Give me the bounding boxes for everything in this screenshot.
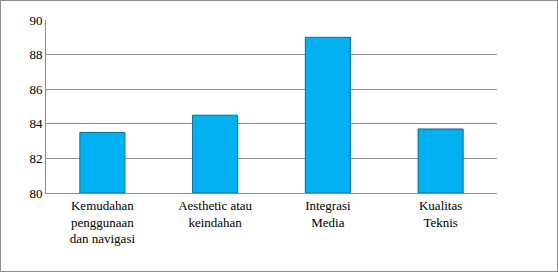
- svg-text:KualitasTeknis: KualitasTeknis: [419, 198, 462, 230]
- svg-text:84: 84: [29, 116, 43, 131]
- svg-text:Aesthetic ataukeindahan: Aesthetic ataukeindahan: [178, 198, 252, 230]
- svg-text:90: 90: [29, 13, 42, 28]
- svg-text:86: 86: [29, 82, 43, 97]
- svg-text:80: 80: [29, 186, 42, 201]
- svg-text:88: 88: [29, 47, 42, 62]
- svg-text:82: 82: [29, 151, 42, 166]
- svg-text:Kemudahanpenggunaandan navigas: Kemudahanpenggunaandan navigasi: [70, 198, 136, 247]
- svg-text:IntegrasiMedia: IntegrasiMedia: [305, 198, 351, 230]
